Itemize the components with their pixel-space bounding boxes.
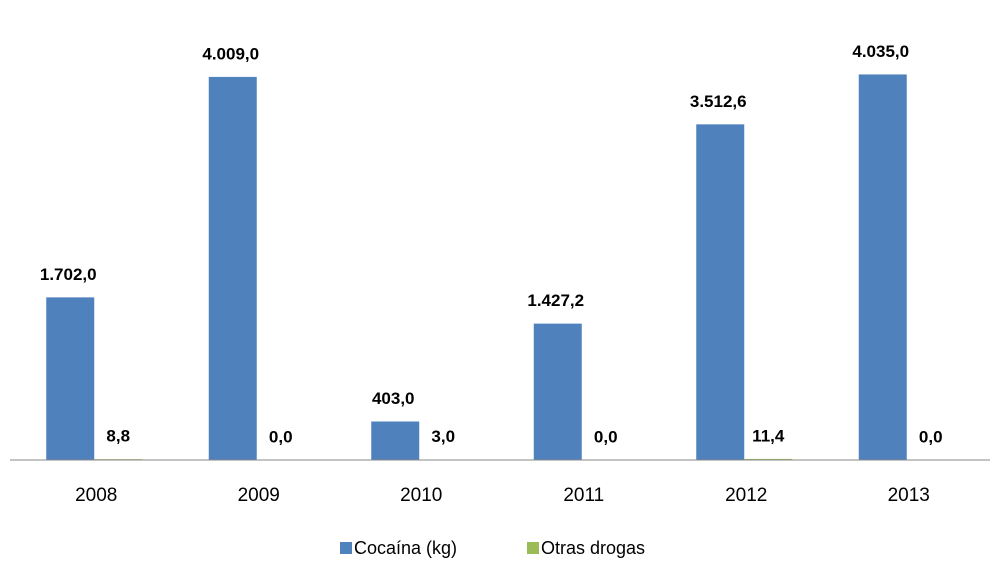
data-label: 11,4	[752, 426, 785, 445]
data-label: 8,8	[106, 427, 130, 446]
x-tick-label: 2013	[888, 485, 930, 506]
legend-label: Cocaína (kg)	[354, 538, 457, 558]
x-tick-label: 2008	[75, 485, 117, 506]
data-label: 4.035,0	[852, 42, 909, 61]
bar	[533, 323, 582, 460]
x-tick-label: 2012	[725, 485, 767, 506]
x-tick-label: 2009	[238, 485, 280, 506]
bar	[858, 74, 907, 460]
bar	[371, 421, 420, 460]
data-label: 1.427,2	[527, 291, 584, 310]
data-label: 0,0	[919, 427, 943, 446]
data-label: 4.009,0	[202, 44, 259, 63]
legend-swatch	[340, 542, 352, 554]
bar	[208, 76, 257, 460]
bar	[696, 124, 745, 460]
x-tick-label: 2010	[400, 485, 442, 506]
bar	[744, 458, 793, 460]
data-label: 0,0	[269, 427, 293, 446]
data-label: 1.702,0	[40, 265, 97, 284]
legend-swatch	[527, 542, 539, 554]
data-label: 403,0	[372, 389, 415, 408]
x-tick-label: 2011	[563, 485, 604, 506]
data-label: 0,0	[594, 427, 618, 446]
data-label: 3.512,6	[690, 92, 747, 111]
legend-label: Otras drogas	[541, 538, 645, 558]
bar	[46, 297, 95, 460]
data-label: 3,0	[431, 427, 455, 446]
